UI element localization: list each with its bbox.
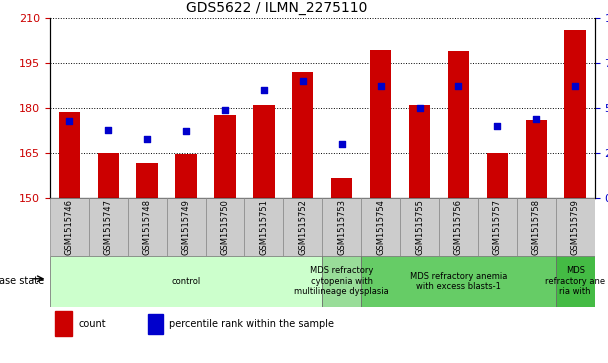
Bar	[214, 115, 236, 198]
Bar	[50, 256, 322, 307]
Bar	[447, 51, 469, 198]
Bar	[167, 198, 206, 256]
Bar	[556, 256, 595, 307]
Text: GSM1515756: GSM1515756	[454, 199, 463, 255]
Bar	[128, 198, 167, 256]
Point	[337, 141, 347, 147]
Point	[103, 127, 113, 132]
Bar	[486, 153, 508, 198]
Point	[531, 116, 541, 122]
Bar	[409, 105, 430, 198]
Point	[142, 136, 152, 142]
Bar	[400, 198, 439, 256]
Point	[220, 107, 230, 113]
Bar	[370, 50, 392, 198]
Text: GSM1515750: GSM1515750	[221, 199, 229, 255]
Text: control: control	[171, 277, 201, 286]
Text: GSM1515759: GSM1515759	[571, 199, 579, 255]
Text: GSM1515758: GSM1515758	[532, 199, 541, 255]
Bar	[58, 113, 80, 198]
Text: GSM1515753: GSM1515753	[337, 199, 346, 255]
Text: GSM1515752: GSM1515752	[299, 199, 307, 255]
Bar	[517, 198, 556, 256]
Bar	[478, 198, 517, 256]
Bar	[55, 311, 72, 336]
Bar	[283, 198, 322, 256]
Point	[376, 83, 385, 89]
Point	[415, 105, 424, 111]
Text: MDS refractory
cytopenia with
multilineage dysplasia: MDS refractory cytopenia with multilinea…	[294, 266, 389, 296]
Text: MDS refractory anemia
with excess blasts-1: MDS refractory anemia with excess blasts…	[410, 272, 507, 291]
Text: GSM1515747: GSM1515747	[104, 199, 112, 255]
Bar	[439, 198, 478, 256]
Text: MDS
refractory ane
ria with: MDS refractory ane ria with	[545, 266, 605, 296]
Bar	[136, 163, 158, 198]
Point	[570, 83, 580, 89]
Text: GSM1515757: GSM1515757	[493, 199, 502, 255]
Bar	[556, 198, 595, 256]
Bar	[175, 154, 197, 198]
Text: GSM1515749: GSM1515749	[182, 199, 190, 255]
Bar	[361, 198, 400, 256]
Text: disease state: disease state	[0, 276, 44, 286]
Text: percentile rank within the sample: percentile rank within the sample	[169, 319, 334, 329]
Point	[298, 78, 308, 84]
Bar	[564, 30, 586, 198]
Bar	[206, 198, 244, 256]
Bar	[322, 256, 361, 307]
Bar	[331, 178, 353, 198]
Point	[181, 129, 191, 134]
Text: GDS5622 / ILMN_2275110: GDS5622 / ILMN_2275110	[186, 0, 367, 15]
Text: count: count	[78, 319, 106, 329]
Text: GSM1515755: GSM1515755	[415, 199, 424, 255]
Point	[492, 123, 502, 129]
Bar	[322, 198, 361, 256]
Text: GSM1515748: GSM1515748	[143, 199, 151, 255]
Text: GSM1515754: GSM1515754	[376, 199, 385, 255]
Bar	[97, 153, 119, 198]
Bar	[525, 120, 547, 198]
Bar	[361, 256, 556, 307]
Bar	[253, 105, 275, 198]
Point	[259, 87, 269, 93]
Point	[454, 83, 463, 89]
Bar	[89, 198, 128, 256]
Bar	[292, 72, 314, 198]
Text: GSM1515746: GSM1515746	[65, 199, 74, 255]
Bar	[50, 198, 89, 256]
Bar	[244, 198, 283, 256]
Bar	[148, 314, 162, 334]
Point	[64, 118, 74, 123]
Text: GSM1515751: GSM1515751	[260, 199, 268, 255]
